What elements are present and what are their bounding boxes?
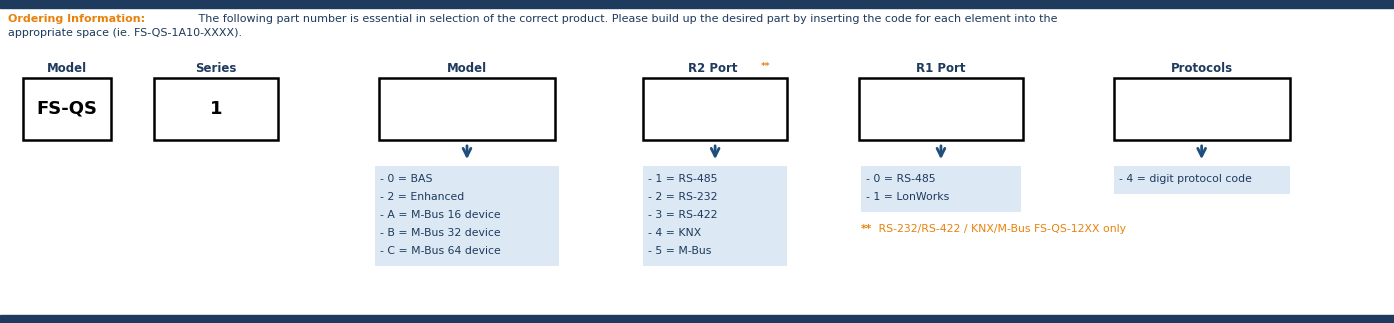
Text: - 1 = RS-485: - 1 = RS-485 [648,174,718,184]
Text: 1: 1 [210,100,222,118]
Text: - B = M-Bus 32 device: - B = M-Bus 32 device [381,228,500,238]
Text: Model: Model [447,62,487,75]
Text: R1 Port: R1 Port [916,62,966,75]
Text: - 4 = KNX: - 4 = KNX [648,228,701,238]
Text: - 2 = Enhanced: - 2 = Enhanced [381,192,464,202]
Text: The following part number is essential in selection of the correct product. Plea: The following part number is essential i… [195,14,1058,24]
Text: Model: Model [47,62,86,75]
Text: Ordering Information:: Ordering Information: [8,14,145,24]
Text: Series: Series [195,62,237,75]
Text: **: ** [761,62,771,71]
Text: - 4 = digit protocol code: - 4 = digit protocol code [1118,174,1252,184]
Text: R2 Port: R2 Port [689,62,742,75]
Text: - 3 = RS-422: - 3 = RS-422 [648,210,718,220]
Text: RS-232/RS-422 / KNX/M-Bus FS-QS-12XX only: RS-232/RS-422 / KNX/M-Bus FS-QS-12XX onl… [875,224,1126,234]
Text: - 0 = RS-485: - 0 = RS-485 [866,174,935,184]
Text: - 5 = M-Bus: - 5 = M-Bus [648,246,711,256]
Text: - C = M-Bus 64 device: - C = M-Bus 64 device [381,246,500,256]
Text: - 0 = BAS: - 0 = BAS [381,174,432,184]
Text: - 1 = LonWorks: - 1 = LonWorks [866,192,949,202]
Text: appropriate space (ie. FS-QS-1A10-XXXX).: appropriate space (ie. FS-QS-1A10-XXXX). [8,28,243,38]
Text: Protocols: Protocols [1171,62,1232,75]
Text: **: ** [861,224,873,234]
Text: FS-QS: FS-QS [36,100,98,118]
Text: - A = M-Bus 16 device: - A = M-Bus 16 device [381,210,500,220]
Text: - 2 = RS-232: - 2 = RS-232 [648,192,718,202]
